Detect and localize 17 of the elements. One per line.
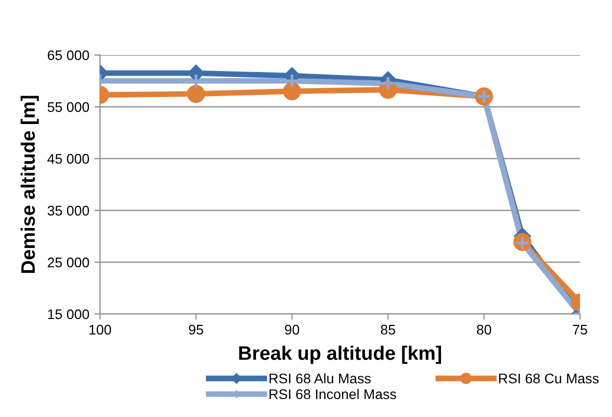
x-tick-label: 85 bbox=[380, 324, 396, 335]
legend-label: RSI 68 Alu Mass bbox=[270, 373, 371, 384]
x-tick-label: 75 bbox=[572, 324, 588, 335]
x-axis-title: Break up altitude [km] bbox=[239, 346, 442, 364]
y-tick-label: 15 000 bbox=[48, 309, 90, 320]
x-tick-label: 95 bbox=[188, 324, 204, 335]
x-tick-label: 80 bbox=[476, 324, 492, 335]
x-tick-label: 90 bbox=[284, 324, 300, 335]
legend-label: RSI 68 Inconel Mass bbox=[270, 388, 396, 400]
y-axis-title: Demise altitude [m] bbox=[20, 96, 39, 273]
y-tick-label: 45 000 bbox=[47, 154, 90, 164]
x-tick-label: 100 bbox=[89, 324, 112, 335]
y-tick-label: 65 000 bbox=[48, 50, 90, 60]
legend-label: RSI 68 Cu Mass bbox=[499, 374, 599, 384]
y-tick-label: 25 000 bbox=[48, 258, 90, 268]
y-tick-label: 55 000 bbox=[48, 102, 90, 112]
y-tick-label: 35 000 bbox=[48, 206, 90, 216]
